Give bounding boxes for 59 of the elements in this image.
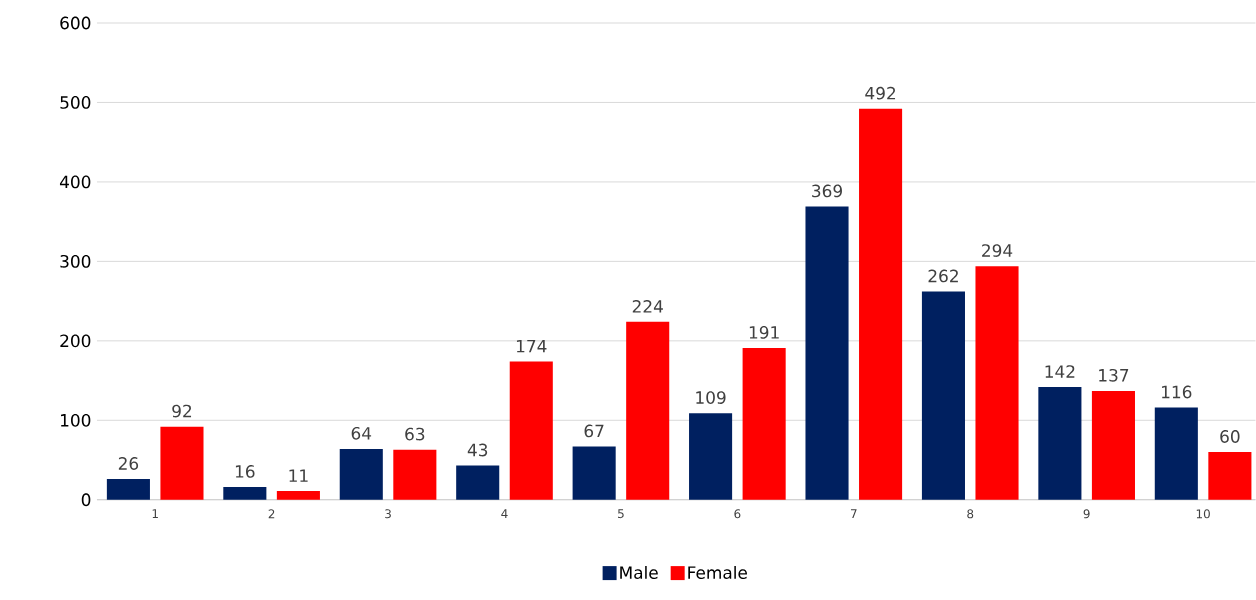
bar bbox=[1154, 407, 1198, 500]
y-tick-label: 200 bbox=[60, 334, 91, 348]
x-tick-label: 10 bbox=[1196, 509, 1210, 519]
bar bbox=[1208, 452, 1252, 500]
y-tick-label: 400 bbox=[59, 175, 91, 189]
x-tick-label: 6 bbox=[734, 509, 741, 519]
y-tick-label: 500 bbox=[60, 96, 91, 109]
data-label: 92 bbox=[172, 404, 192, 418]
bar bbox=[223, 487, 267, 500]
data-label: 224 bbox=[632, 300, 663, 313]
bar bbox=[572, 446, 616, 500]
data-label: 174 bbox=[516, 340, 547, 353]
legend-label: Male bbox=[620, 566, 658, 580]
data-label: 67 bbox=[584, 424, 604, 438]
data-label: 142 bbox=[1045, 365, 1075, 378]
x-tick-label: 9 bbox=[1083, 509, 1090, 519]
x-tick-label: 2 bbox=[268, 509, 275, 519]
data-label: 60 bbox=[1220, 430, 1240, 444]
data-label: 492 bbox=[865, 86, 896, 100]
x-tick-label: 7 bbox=[850, 509, 857, 519]
y-tick-label: 100 bbox=[61, 414, 91, 427]
x-tick-label: 8 bbox=[967, 509, 974, 519]
bar bbox=[276, 491, 320, 500]
bar bbox=[1038, 387, 1082, 500]
data-label: 16 bbox=[235, 465, 255, 478]
bar bbox=[859, 108, 903, 500]
x-tick-label: 5 bbox=[618, 509, 624, 519]
bar bbox=[509, 361, 553, 500]
data-label: 43 bbox=[467, 443, 488, 457]
data-label: 137 bbox=[1099, 369, 1129, 382]
bar bbox=[160, 426, 204, 500]
bar bbox=[742, 348, 786, 500]
data-label: 116 bbox=[1162, 385, 1192, 399]
y-tick-label: 0 bbox=[81, 493, 91, 507]
bar bbox=[1091, 391, 1135, 500]
x-tick-label: 1 bbox=[152, 509, 158, 519]
bar bbox=[339, 449, 383, 500]
bar bbox=[689, 413, 733, 500]
bar bbox=[626, 321, 670, 500]
bar bbox=[106, 479, 150, 500]
data-label: 294 bbox=[982, 244, 1013, 258]
x-tick-label: 3 bbox=[385, 509, 391, 519]
data-label: 63 bbox=[405, 427, 425, 441]
bar bbox=[921, 291, 965, 500]
data-label: 369 bbox=[812, 184, 842, 198]
data-label: 64 bbox=[351, 427, 372, 440]
data-label: 191 bbox=[749, 326, 779, 339]
y-tick-label: 600 bbox=[60, 16, 91, 30]
legend-label: Female bbox=[688, 566, 747, 580]
bar bbox=[393, 449, 437, 500]
data-label: 262 bbox=[928, 269, 958, 283]
y-tick-label: 300 bbox=[60, 255, 91, 268]
data-label: 109 bbox=[696, 391, 726, 405]
bar bbox=[456, 465, 500, 500]
data-label: 11 bbox=[289, 469, 308, 482]
bar bbox=[805, 206, 849, 500]
x-tick-label: 4 bbox=[501, 509, 508, 519]
bar bbox=[975, 266, 1019, 500]
data-label: 26 bbox=[118, 457, 139, 471]
